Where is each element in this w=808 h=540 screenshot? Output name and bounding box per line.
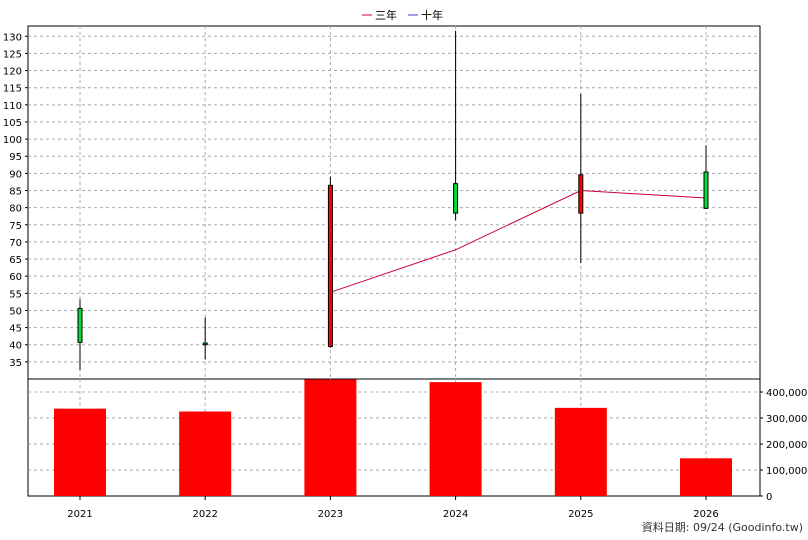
candle-body-2022 — [202, 342, 208, 346]
candles — [77, 30, 709, 371]
price-tick-label: 115 — [3, 84, 22, 95]
x-tick-label: 2026 — [693, 509, 718, 520]
x-axis: 2021 2022 2023 2024 2025 2026 — [67, 496, 719, 520]
price-tick-label: 130 — [3, 32, 22, 43]
volume-bar-2026 — [680, 458, 732, 496]
candle-body-2023 — [327, 184, 333, 347]
volume-bar-2023 — [304, 379, 357, 496]
price-tick-label: 90 — [9, 169, 22, 180]
price-tick-label: 35 — [9, 358, 22, 369]
volume-panel: 0 100,000 200,000 300,000 400,000 — [27, 378, 807, 503]
volume-tick-label: 400,000 — [766, 388, 807, 399]
volume-bar-2024 — [429, 382, 482, 496]
price-tick-label: 70 — [9, 238, 22, 249]
x-tick-label: 2022 — [192, 509, 217, 520]
price-tick-label: 120 — [3, 67, 22, 78]
price-tick-label: 110 — [3, 101, 22, 112]
price-tick-label: 65 — [9, 255, 22, 266]
x-tick-label: 2021 — [67, 509, 92, 520]
legend-label-0: 三年 — [375, 8, 397, 22]
price-tick-label: 85 — [9, 187, 22, 198]
candle-body-2021 — [77, 307, 83, 343]
legend-label-1: 十年 — [421, 8, 443, 22]
price-plot-area — [27, 25, 761, 380]
line-series-三年 — [330, 189, 707, 293]
price-line-series — [330, 189, 707, 293]
price-tick-label: 75 — [9, 221, 22, 232]
volume-tick-label: 200,000 — [766, 440, 807, 451]
price-y-ticks: 35 40 45 50 55 60 65 70 75 80 85 90 95 100 105 110 115 12… — [3, 32, 28, 369]
legend: 三年 十年 — [362, 8, 443, 22]
price-tick-label: 55 — [9, 289, 22, 300]
price-tick-label: 125 — [3, 49, 22, 60]
volume-bars — [54, 379, 732, 496]
price-tick-label: 95 — [9, 152, 22, 163]
candle-body-2024 — [453, 183, 459, 214]
candle-body-2025 — [578, 174, 584, 214]
volume-bar-2021 — [54, 408, 106, 496]
volume-tick-label: 300,000 — [766, 414, 807, 425]
x-tick-label: 2024 — [443, 509, 468, 520]
x-tick-label: 2023 — [318, 509, 343, 520]
footer-source: 資料日期: 09/24 (Goodinfo.tw) — [642, 520, 803, 534]
volume-bar-2022 — [179, 411, 232, 496]
price-tick-label: 100 — [3, 135, 22, 146]
price-tick-label: 45 — [9, 324, 22, 335]
candle-body-2026 — [703, 171, 709, 209]
volume-tick-label: 0 — [766, 492, 772, 503]
price-tick-label: 40 — [9, 341, 22, 352]
volume-bar-2025 — [554, 407, 607, 496]
price-tick-label: 50 — [9, 306, 22, 317]
x-tick-label: 2025 — [568, 509, 593, 520]
price-tick-label: 60 — [9, 272, 22, 283]
price-tick-label: 80 — [9, 204, 22, 215]
volume-plot-area — [27, 378, 761, 497]
price-panel: 35 40 45 50 55 60 65 70 75 80 85 90 95 100 105 110 115 12… — [3, 25, 761, 380]
volume-y-ticks: 0 100,000 200,000 300,000 400,000 — [760, 388, 807, 503]
price-tick-label: 105 — [3, 118, 22, 129]
volume-tick-label: 100,000 — [766, 466, 807, 477]
